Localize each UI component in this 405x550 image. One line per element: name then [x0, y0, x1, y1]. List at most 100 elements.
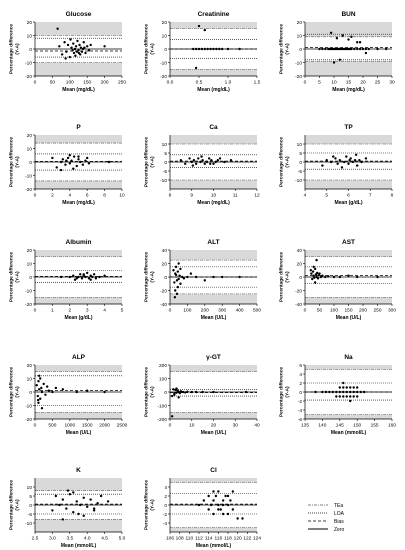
data-point — [92, 507, 96, 510]
x-tick-label: 20 — [360, 80, 366, 86]
data-point — [189, 272, 193, 275]
data-point — [332, 275, 336, 279]
x-tick-label: 100 — [330, 308, 338, 314]
data-point — [324, 275, 327, 279]
data-point — [91, 275, 94, 279]
y-axis-label: Percentage difference(Y-A) — [9, 480, 21, 530]
chart-title: P — [76, 124, 81, 131]
data-point — [197, 157, 200, 160]
data-point — [313, 281, 317, 284]
tea-band-upper — [170, 250, 257, 261]
data-point — [72, 51, 76, 55]
data-point — [61, 498, 65, 501]
data-point — [54, 386, 58, 390]
data-point — [332, 155, 335, 158]
data-point — [324, 47, 327, 51]
data-point — [87, 277, 91, 280]
data-point — [231, 490, 235, 493]
y-tick-label: -20 — [25, 74, 32, 80]
data-point — [209, 47, 212, 51]
data-point — [201, 159, 204, 162]
data-point — [61, 388, 65, 391]
data-point — [349, 390, 352, 394]
chart-title: K — [76, 467, 81, 474]
chart-panel-2: 20 10 0 -10 -200.0 0.5 1.0 1.5 Creatinine Mean (m… — [144, 11, 261, 93]
tea-band-lower — [305, 180, 392, 189]
data-point — [74, 54, 77, 57]
y-axis-label: Percentage difference(Y-A) — [9, 24, 21, 74]
data-point — [66, 489, 70, 492]
data-point — [329, 31, 333, 34]
data-point — [75, 390, 78, 394]
y-tick-label: 5 — [299, 151, 302, 157]
y-tick-label: -10 — [25, 173, 32, 179]
data-point — [72, 155, 76, 158]
y-tick-label: 0 — [299, 390, 302, 396]
data-point — [364, 157, 368, 160]
x-axis-label: Mean (mg/dL) — [332, 87, 365, 93]
data-point — [359, 390, 362, 394]
data-point — [98, 275, 101, 279]
x-tick-label: 3 — [86, 308, 89, 314]
data-point — [77, 275, 80, 279]
data-point — [356, 390, 359, 394]
data-point — [194, 66, 198, 70]
data-point — [172, 269, 175, 272]
data-point — [356, 386, 359, 389]
y-axis-label: Percentage difference(Y-A) — [279, 24, 291, 74]
tea-band-lower — [35, 180, 122, 189]
data-point — [342, 386, 345, 389]
data-point — [328, 390, 331, 394]
x-tick-label: 30 — [233, 423, 239, 429]
y-tick-label: 0 — [299, 275, 302, 281]
data-point — [362, 390, 366, 394]
data-point — [103, 274, 106, 277]
y-tick-label: -20 — [295, 288, 302, 294]
data-point — [75, 164, 78, 168]
y-axis-label: Percentage difference(Y-A) — [9, 252, 21, 302]
data-point — [331, 390, 335, 394]
data-point — [37, 401, 40, 404]
data-point — [345, 155, 348, 158]
data-point — [354, 153, 358, 156]
tea-band-lower — [305, 414, 392, 419]
data-point — [349, 386, 352, 389]
x-tick-label: 5 — [318, 80, 321, 86]
data-point — [191, 164, 195, 167]
tea-band-lower — [35, 412, 122, 419]
y-tick-label: 10 — [27, 376, 33, 382]
x-tick-label: 250 — [373, 308, 381, 314]
y-tick-label: -10 — [295, 178, 302, 184]
data-point — [342, 390, 345, 394]
x-tick-label: 10 — [189, 423, 195, 429]
y-axis-label: Percentage difference(Y-A) — [144, 252, 156, 302]
y-axis-label: Percentage difference(Y-A) — [279, 252, 291, 302]
data-point — [356, 395, 359, 398]
data-point — [73, 278, 77, 281]
data-point — [332, 61, 336, 64]
tea-band-lower — [170, 412, 257, 419]
y-tick-label: -10 — [25, 521, 32, 527]
data-point — [347, 274, 350, 277]
y-tick-label: 40 — [162, 248, 168, 254]
y-tick-label: 0 — [164, 390, 167, 396]
data-point — [190, 390, 193, 394]
data-point — [184, 391, 187, 394]
x-tick-label: 0 — [304, 308, 307, 314]
data-point — [329, 160, 333, 164]
data-point — [338, 58, 341, 61]
data-point — [65, 50, 68, 53]
data-point — [75, 277, 78, 280]
y-tick-label: 0 — [29, 160, 32, 166]
data-point — [214, 494, 218, 498]
data-point — [179, 390, 183, 393]
y-tick-label: -10 — [25, 288, 32, 294]
x-tick-label: 5 — [121, 308, 124, 314]
data-point — [68, 275, 72, 279]
x-tick-label: 1500 — [82, 423, 93, 429]
data-point — [215, 47, 218, 51]
x-tick-label: 0.5 — [196, 80, 203, 86]
x-tick-label: 300 — [218, 308, 226, 314]
